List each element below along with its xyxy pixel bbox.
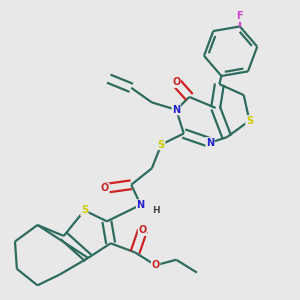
Text: O: O [138, 226, 147, 236]
Text: H: H [152, 206, 159, 215]
Text: F: F [236, 11, 243, 21]
Text: O: O [152, 260, 160, 270]
Text: S: S [81, 206, 88, 215]
Text: O: O [101, 183, 109, 194]
Text: S: S [158, 140, 165, 149]
Text: S: S [246, 116, 253, 126]
Text: N: N [136, 200, 145, 210]
Text: N: N [206, 138, 214, 148]
Text: O: O [172, 77, 180, 87]
Text: N: N [172, 105, 180, 115]
